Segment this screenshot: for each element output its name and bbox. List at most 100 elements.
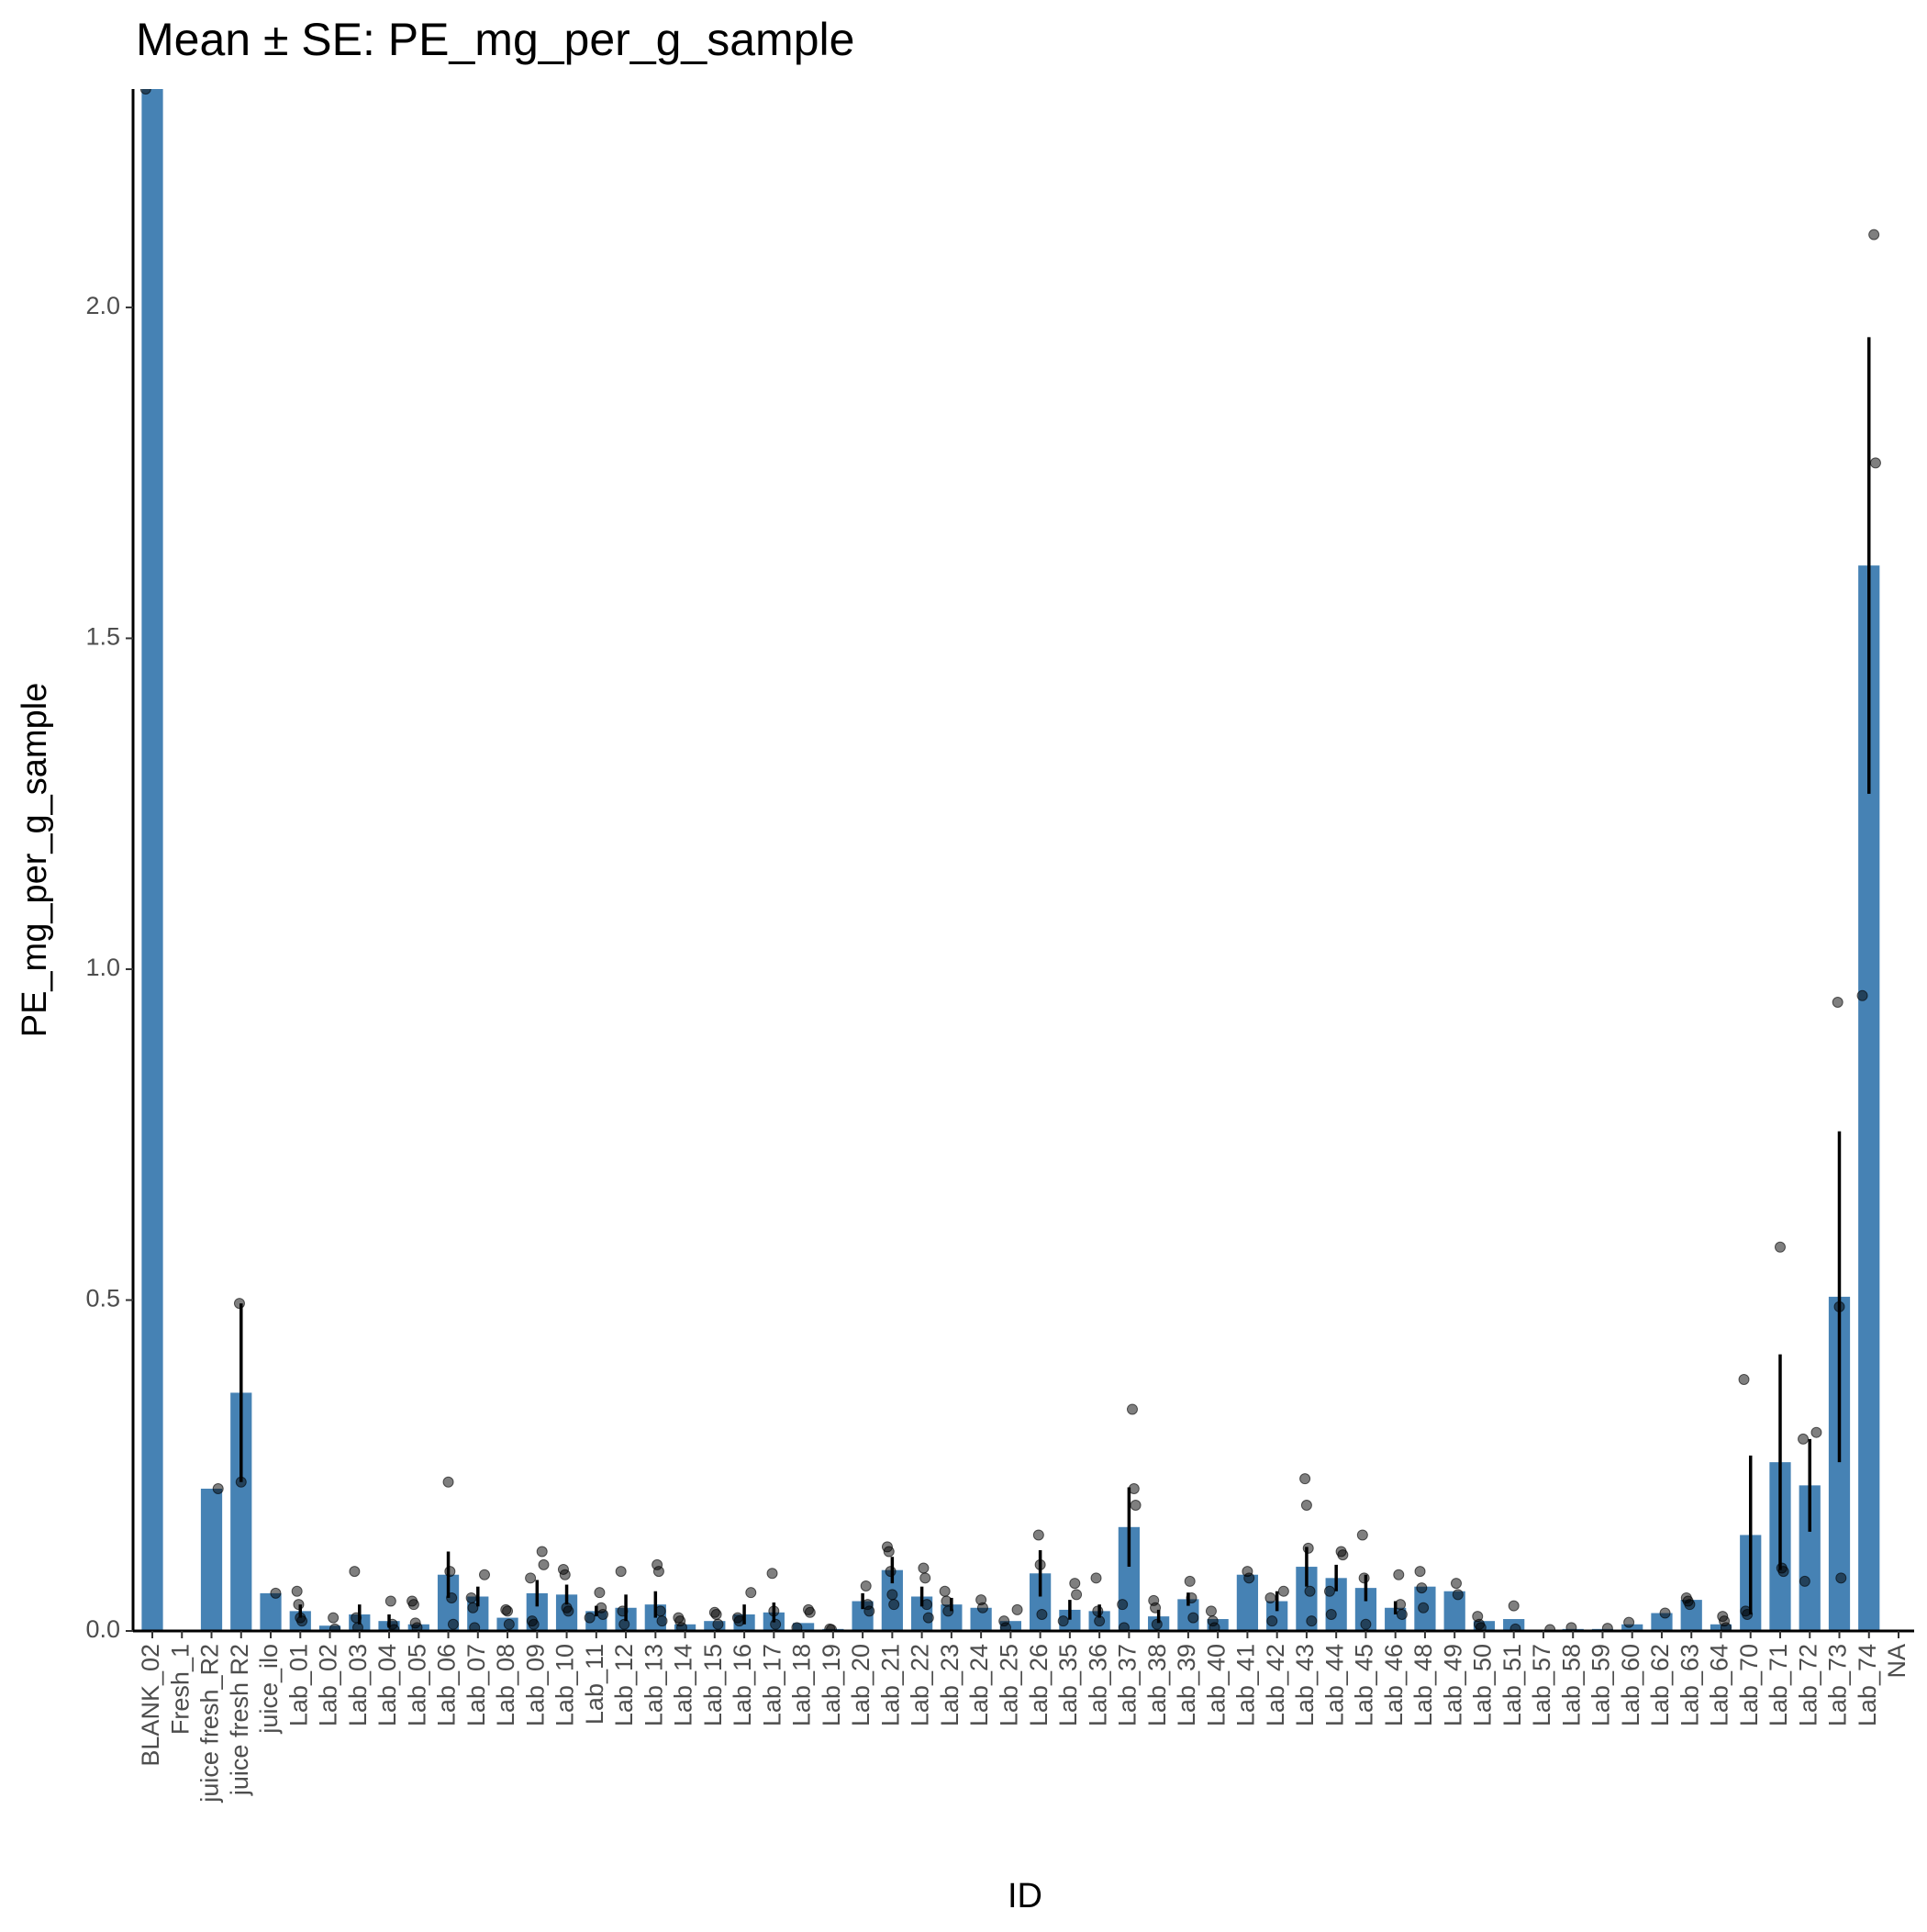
bar [200,1488,223,1631]
data-point [1304,1585,1316,1597]
data-point [941,1595,952,1607]
x-tick-label: Lab_08 [492,1644,519,1726]
x-tick-label: juice fresh R2 [226,1644,253,1796]
data-point [1187,1612,1199,1624]
data-point [1118,1622,1130,1631]
data-point [1868,229,1880,240]
x-tick-label: BLANK_02 [137,1644,164,1767]
x-tick-label: Lab_20 [847,1644,874,1726]
data-point [766,1568,778,1580]
data-point [1720,1622,1732,1631]
x-tick-label: Lab_38 [1143,1644,1171,1726]
x-tick-label: Lab_64 [1706,1644,1733,1726]
bar [260,1592,282,1631]
x-tick-label: Lab_62 [1646,1644,1674,1726]
x-tick-label: Lab_57 [1528,1644,1555,1726]
data-point [1742,1608,1754,1620]
data-point [1071,1589,1083,1601]
data-point [1452,1589,1464,1601]
data-point [1774,1241,1786,1253]
data-point [465,1591,477,1603]
data-point [745,1587,757,1599]
data-point [1209,1622,1220,1631]
bar [792,1623,815,1631]
data-point [1034,1558,1046,1570]
data-point [1777,1566,1789,1578]
y-tick-label: 1.0 [85,954,120,981]
y-tick-label: 2.0 [85,292,120,319]
data-point [1264,1591,1276,1603]
x-tick-label: Lab_04 [373,1644,401,1726]
data-point [883,1546,895,1558]
x-tick-label: Lab_44 [1320,1644,1348,1726]
data-point [942,1605,954,1617]
data-point [886,1589,898,1601]
data-point [675,1622,687,1631]
data-point [528,1618,540,1630]
data-point [1565,1622,1577,1631]
data-point [1659,1607,1671,1619]
data-point [502,1605,514,1617]
data-point [235,1476,247,1488]
data-point [939,1585,951,1597]
plot-area [139,89,1881,1631]
data-point [559,1569,571,1580]
x-tick-label: Lab_58 [1557,1644,1585,1726]
data-point [1186,1591,1197,1603]
bar [230,1392,252,1631]
x-tick-label: juice_ilo [255,1644,283,1735]
data-point [328,1612,340,1624]
x-tick-label: NA [1883,1644,1910,1679]
data-point [503,1618,515,1630]
x-tick-label: Lab_26 [1025,1644,1053,1726]
x-tick-label: Lab_02 [315,1644,342,1726]
data-point [1393,1569,1405,1580]
data-point [1623,1616,1635,1628]
data-point [563,1605,574,1617]
data-point [921,1599,933,1611]
x-tick-label: Lab_17 [758,1644,785,1726]
data-point [1869,457,1881,469]
data-point [442,1476,454,1488]
data-point [1090,1572,1102,1584]
data-point [1358,1572,1370,1584]
data-point [1266,1615,1278,1627]
data-point [1306,1615,1318,1627]
data-point [1337,1549,1349,1561]
data-point [444,1566,456,1578]
data-point [538,1558,550,1570]
data-point [652,1566,664,1578]
data-point [525,1572,537,1584]
data-point [1356,1529,1368,1541]
data-point [770,1618,782,1630]
y-tick-label: 0.5 [85,1285,120,1312]
data-point [469,1622,481,1631]
data-point [447,1618,459,1630]
data-point [710,1608,722,1620]
data-point [1184,1575,1196,1587]
data-point [407,1599,419,1611]
data-point [1128,1482,1140,1494]
bar [141,89,163,1631]
data-point [296,1615,308,1627]
data-point [411,1622,423,1631]
data-point [1798,1433,1810,1445]
x-tick-label: Lab_63 [1676,1644,1703,1726]
data-point [615,1566,627,1578]
data-point [1396,1608,1408,1620]
data-point [1835,1572,1847,1584]
data-point [1601,1623,1613,1631]
data-point [1418,1602,1430,1614]
x-tick-label: Lab_51 [1498,1644,1526,1726]
x-tick-label: Lab_45 [1351,1644,1378,1726]
x-tick-label: Lab_40 [1202,1644,1230,1726]
data-point [1243,1572,1255,1584]
x-tick-label: Lab_60 [1617,1644,1644,1726]
data-point [976,1602,988,1614]
data-point [584,1612,596,1624]
x-tick-label: Lab_46 [1380,1644,1408,1726]
data-point [999,1622,1011,1631]
data-point [1325,1608,1337,1620]
x-tick-label: Lab_36 [1084,1644,1111,1726]
x-tick-label: Lab_72 [1794,1644,1821,1726]
